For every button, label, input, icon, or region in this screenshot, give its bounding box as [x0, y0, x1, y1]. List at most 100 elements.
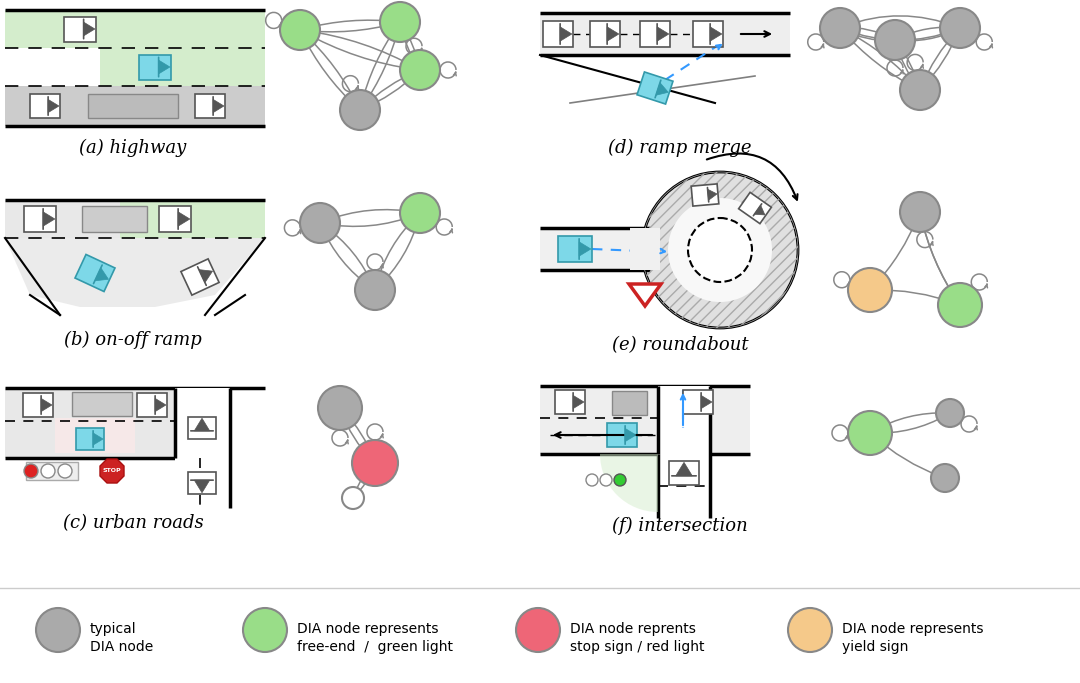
Bar	[630, 228, 660, 270]
Circle shape	[642, 172, 798, 328]
Circle shape	[280, 10, 320, 50]
Bar	[555, 390, 585, 414]
Text: yield sign: yield sign	[842, 640, 908, 654]
Polygon shape	[657, 27, 669, 41]
Text: (c) urban roads: (c) urban roads	[63, 514, 203, 532]
Bar	[640, 21, 670, 47]
Text: DIA node: DIA node	[90, 640, 153, 654]
Bar	[87, 94, 178, 118]
Polygon shape	[95, 268, 108, 281]
Circle shape	[586, 474, 598, 486]
Polygon shape	[83, 22, 95, 36]
Circle shape	[318, 386, 362, 430]
Bar	[607, 423, 637, 447]
Circle shape	[900, 192, 940, 232]
Circle shape	[300, 203, 340, 243]
Bar	[55, 418, 135, 453]
Bar	[75, 255, 114, 292]
Bar	[683, 390, 713, 414]
Polygon shape	[573, 395, 584, 408]
Circle shape	[58, 464, 72, 478]
Bar	[5, 10, 265, 48]
Bar	[76, 428, 104, 450]
Polygon shape	[41, 398, 52, 412]
Bar	[175, 388, 230, 508]
Bar	[691, 184, 719, 206]
Bar	[195, 94, 225, 118]
Circle shape	[342, 487, 364, 509]
Polygon shape	[701, 395, 712, 408]
Circle shape	[380, 2, 420, 42]
Bar	[82, 206, 147, 232]
FancyArrowPatch shape	[754, 204, 761, 216]
Bar	[26, 462, 78, 480]
Polygon shape	[213, 100, 224, 113]
Circle shape	[24, 464, 38, 478]
FancyArrowPatch shape	[94, 265, 103, 283]
Polygon shape	[755, 206, 765, 215]
Circle shape	[900, 70, 940, 110]
Bar	[188, 472, 216, 494]
Bar	[543, 21, 573, 47]
Polygon shape	[707, 189, 717, 200]
Circle shape	[931, 464, 959, 492]
Circle shape	[788, 608, 832, 652]
Polygon shape	[199, 270, 213, 283]
Polygon shape	[5, 238, 265, 307]
Circle shape	[600, 474, 612, 486]
Circle shape	[36, 608, 80, 652]
Bar	[188, 417, 216, 439]
Polygon shape	[43, 212, 55, 226]
Polygon shape	[656, 83, 669, 95]
Polygon shape	[194, 480, 210, 492]
Text: (f) intersection: (f) intersection	[612, 517, 747, 535]
Bar	[100, 48, 265, 86]
Circle shape	[936, 399, 964, 427]
Polygon shape	[159, 60, 170, 74]
Bar	[120, 200, 265, 238]
Polygon shape	[194, 418, 210, 431]
Polygon shape	[625, 428, 636, 442]
Circle shape	[615, 474, 626, 486]
Text: (a) highway: (a) highway	[79, 139, 187, 157]
Bar	[181, 259, 219, 295]
Bar	[30, 94, 60, 118]
Text: (b) on-off ramp: (b) on-off ramp	[64, 331, 202, 349]
FancyArrowPatch shape	[707, 188, 708, 202]
Bar	[637, 72, 673, 104]
Bar	[612, 391, 647, 415]
Bar	[5, 388, 225, 458]
Polygon shape	[49, 100, 59, 113]
Circle shape	[848, 411, 892, 455]
Polygon shape	[156, 398, 166, 412]
Circle shape	[340, 90, 380, 130]
Text: stop sign / red light: stop sign / red light	[570, 640, 704, 654]
Bar	[739, 193, 771, 223]
Text: free-end  /  green light: free-end / green light	[297, 640, 453, 654]
FancyArrowPatch shape	[198, 267, 206, 285]
Circle shape	[243, 608, 287, 652]
Circle shape	[41, 464, 55, 478]
Bar	[139, 55, 171, 79]
Circle shape	[820, 8, 860, 48]
Bar	[5, 86, 265, 126]
Bar	[137, 393, 167, 417]
Bar	[590, 21, 620, 47]
Circle shape	[940, 8, 980, 48]
Wedge shape	[600, 454, 658, 512]
Polygon shape	[711, 27, 721, 41]
Circle shape	[355, 270, 395, 310]
Circle shape	[688, 218, 752, 282]
Text: DIA node represents: DIA node represents	[297, 622, 438, 636]
Bar	[540, 386, 750, 454]
Polygon shape	[561, 27, 571, 41]
Text: DIA node reprents: DIA node reprents	[570, 622, 696, 636]
Circle shape	[516, 608, 561, 652]
Bar	[72, 392, 132, 416]
Circle shape	[352, 440, 399, 486]
Circle shape	[875, 20, 915, 60]
Circle shape	[400, 193, 440, 233]
Bar	[540, 13, 789, 55]
Text: STOP: STOP	[103, 469, 121, 473]
Bar	[23, 393, 53, 417]
